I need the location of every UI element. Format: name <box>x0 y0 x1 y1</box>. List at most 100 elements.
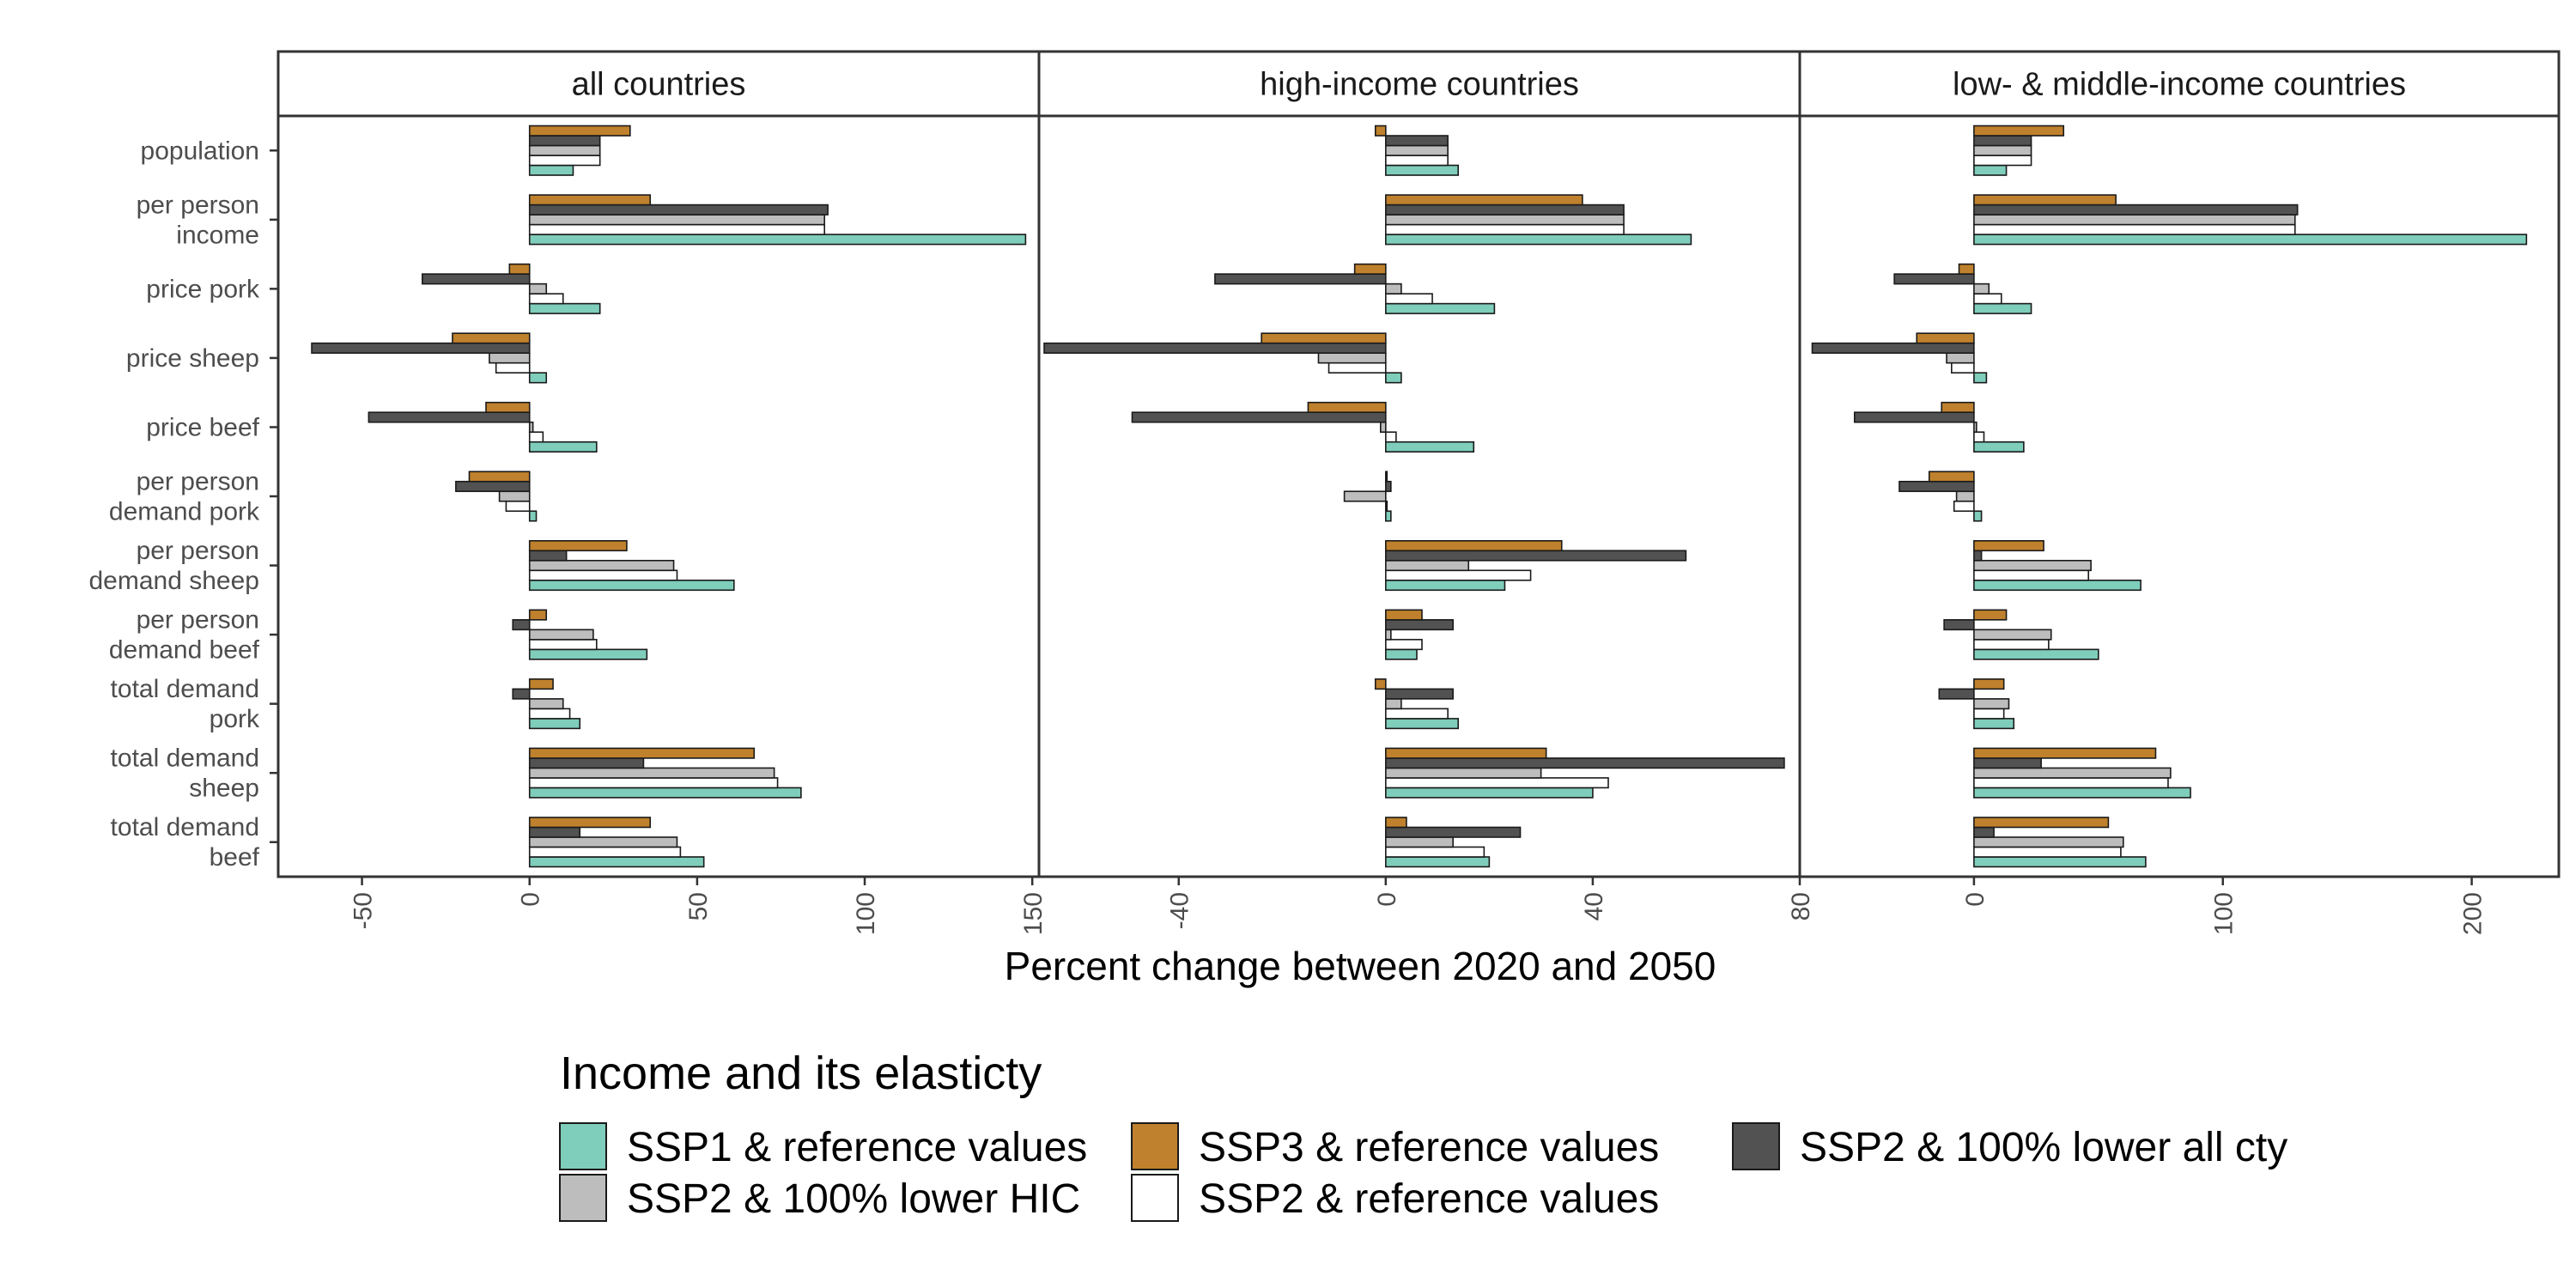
bar <box>1973 223 2296 235</box>
bar <box>1385 164 1460 176</box>
x-tick-label: 100 <box>852 892 880 935</box>
bar <box>528 639 598 651</box>
bar <box>528 708 571 720</box>
bar <box>528 777 779 789</box>
bar <box>1385 609 1423 621</box>
bar <box>1385 629 1392 641</box>
x-tick-label: -50 <box>349 892 378 929</box>
category-label: demand beef <box>109 636 260 665</box>
bar <box>1385 372 1402 384</box>
category-label: income <box>176 221 259 249</box>
bar <box>1893 273 1975 285</box>
bar <box>1385 747 1547 759</box>
bar <box>528 609 548 621</box>
bar <box>528 302 601 314</box>
bar <box>1943 619 1975 631</box>
legend-swatch <box>1131 1174 1179 1222</box>
bar <box>1043 342 1387 354</box>
bar <box>1973 629 2052 641</box>
panel-title: high-income countries <box>1260 67 1579 103</box>
bar <box>1973 539 2044 552</box>
bar <box>1343 490 1387 502</box>
category-label: total demand <box>111 813 259 841</box>
bar <box>1973 678 2005 690</box>
bar <box>1385 639 1423 651</box>
bar <box>1385 718 1460 730</box>
bar <box>1899 480 1975 493</box>
bar <box>528 856 705 868</box>
bar <box>1385 204 1625 216</box>
category-label: pork <box>210 705 260 733</box>
bar <box>528 293 564 305</box>
bar <box>528 421 534 434</box>
bar <box>512 688 531 700</box>
bar <box>1973 609 2008 621</box>
bar <box>1379 421 1387 434</box>
bar <box>528 846 682 858</box>
bar <box>1973 135 2032 147</box>
category-label: population <box>141 137 259 165</box>
bar <box>528 135 601 147</box>
category-label: total demand <box>111 744 259 773</box>
category-label: per person <box>137 537 259 565</box>
bar <box>528 223 826 235</box>
bar <box>1385 471 1388 483</box>
legend-item: SSP1 & reference values <box>559 1122 1087 1170</box>
bar <box>468 471 531 483</box>
bar <box>528 194 652 206</box>
bar <box>1973 579 2142 592</box>
bar <box>528 787 802 799</box>
legend-item: SSP2 & 100% lower all cty <box>1732 1122 2287 1170</box>
bar <box>1973 856 2147 868</box>
bar <box>1973 194 2117 206</box>
legend-label: SSP2 & 100% lower all cty <box>1800 1125 2287 1170</box>
bar <box>1385 559 1470 572</box>
bar <box>1973 550 1983 562</box>
x-tick-label: 50 <box>684 892 713 920</box>
bar <box>1327 361 1387 374</box>
bar <box>1385 569 1532 581</box>
bar <box>528 569 678 581</box>
bar <box>1973 421 1978 434</box>
legend-label: SSP2 & 100% lower HIC <box>627 1176 1080 1222</box>
bar <box>1317 352 1387 364</box>
bar <box>1958 263 1975 275</box>
bar <box>528 826 581 838</box>
bar <box>1385 757 1785 769</box>
bar <box>1973 569 2090 581</box>
bar <box>528 431 544 443</box>
legend-swatch <box>1732 1122 1780 1170</box>
bar <box>505 500 531 513</box>
bar <box>528 579 735 592</box>
bar <box>528 214 826 226</box>
x-tick-label: 0 <box>1373 892 1401 907</box>
bar <box>1973 747 2157 759</box>
x-axis-title: Percent change between 2020 and 2050 <box>1005 944 1716 988</box>
bar <box>1385 767 1542 779</box>
bar <box>1916 332 1975 344</box>
bar <box>1941 401 1975 414</box>
bar <box>1973 440 2025 453</box>
bar <box>452 332 531 344</box>
bar <box>528 372 548 384</box>
bar <box>1973 817 2110 829</box>
bar <box>1973 214 2296 226</box>
category-label: demand pork <box>109 498 260 526</box>
bar <box>1385 283 1402 295</box>
bar <box>1955 490 1975 502</box>
legend-swatch <box>559 1122 607 1170</box>
category-label: per person <box>137 606 259 635</box>
bar <box>485 401 531 414</box>
bar <box>528 204 829 216</box>
bar <box>1973 144 2032 156</box>
bar <box>1374 125 1387 137</box>
x-tick-label: 0 <box>517 892 545 907</box>
bar <box>1973 639 2050 651</box>
panel-border <box>1798 114 2561 878</box>
bar <box>1374 678 1387 690</box>
bar <box>528 234 1027 246</box>
bar <box>528 164 574 176</box>
bar <box>528 283 548 295</box>
